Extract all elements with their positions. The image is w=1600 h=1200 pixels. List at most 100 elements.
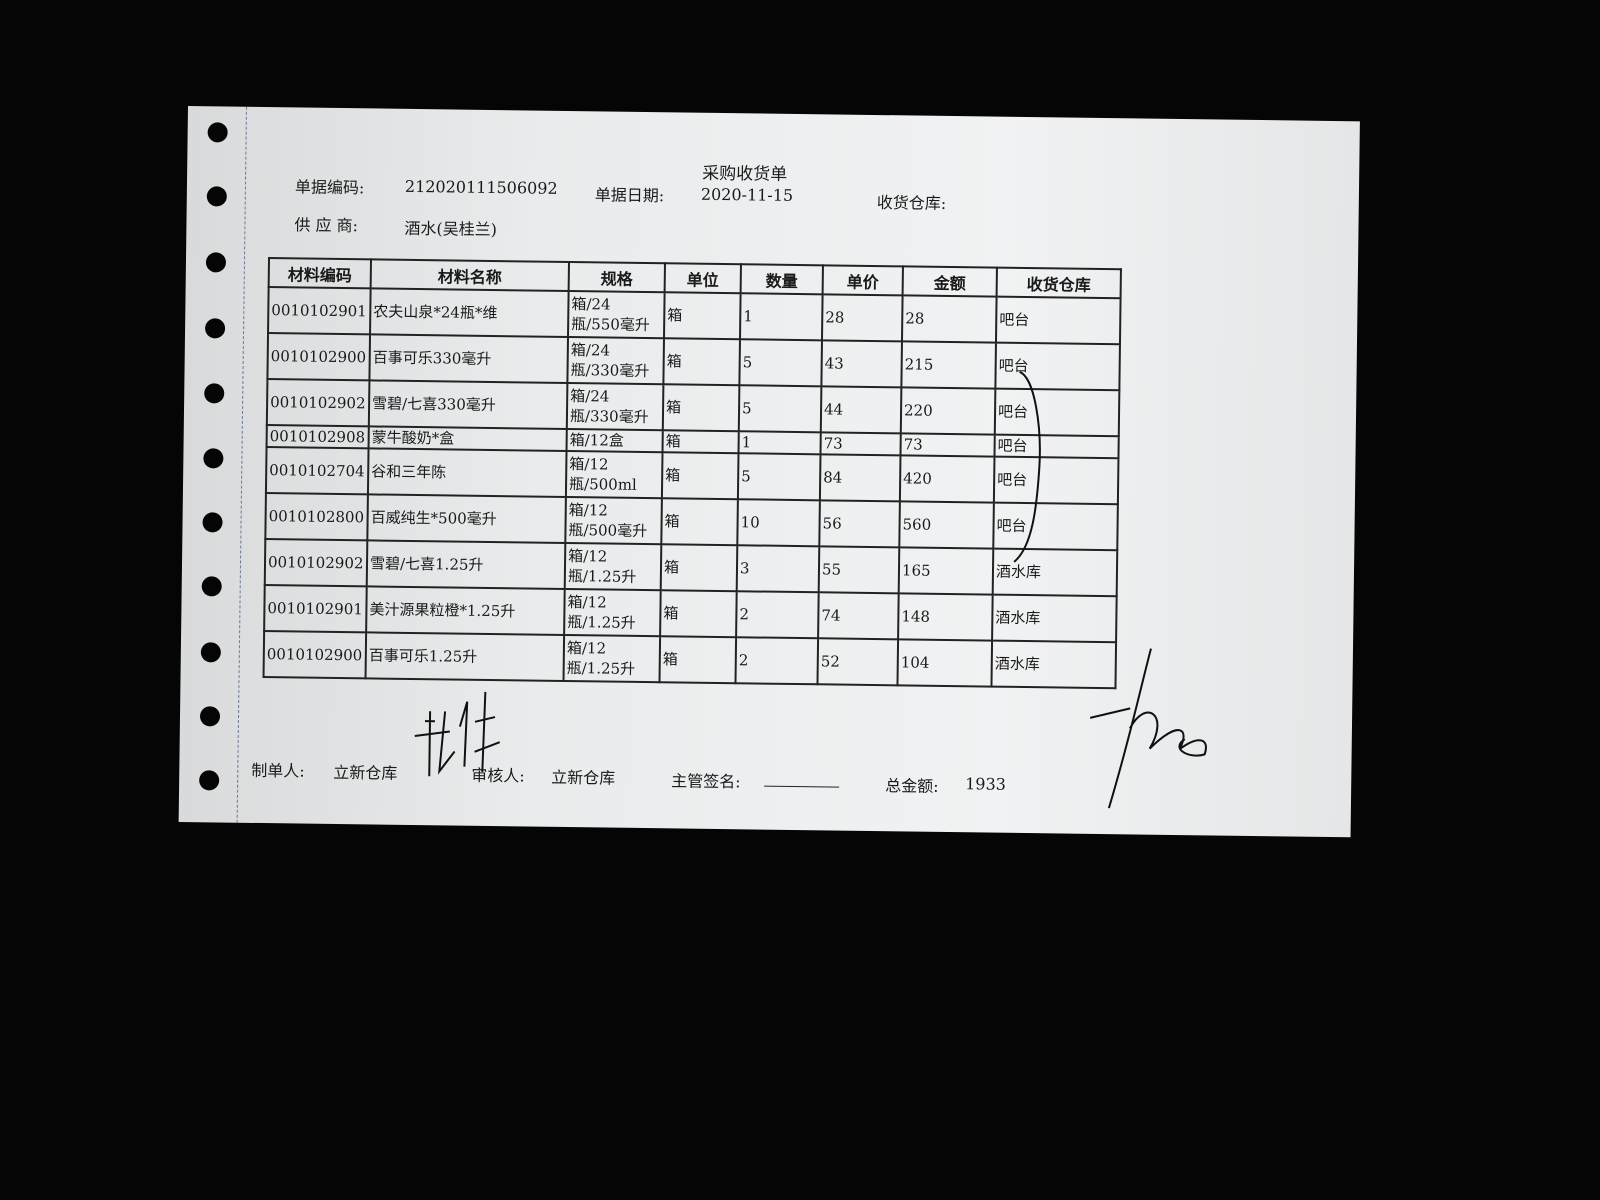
tractor-hole (202, 512, 223, 533)
item-spec: 箱/24 瓶/550毫升 (568, 290, 665, 339)
item-code: 0010102908 (266, 425, 369, 449)
item-qty: 10 (737, 499, 820, 547)
item-amount: 73 (900, 433, 995, 457)
item-unit: 箱 (661, 498, 738, 546)
tractor-hole (203, 448, 224, 469)
item-code: 0010102900 (267, 333, 371, 381)
item-qty: 5 (739, 339, 822, 387)
col-code: 材料编码 (268, 258, 372, 289)
item-name: 谷和三年陈 (367, 448, 567, 497)
item-name: 百事可乐330毫升 (369, 334, 569, 383)
item-spec: 箱/12 瓶/1.25升 (563, 634, 661, 683)
item-qty: 5 (737, 453, 821, 501)
item-spec: 箱/12 瓶/1.25升 (564, 542, 662, 591)
handwritten-bracket (1013, 370, 1041, 563)
item-spec: 箱/24 瓶/330毫升 (566, 382, 664, 431)
supervisor-label: 主管签名: (671, 771, 741, 792)
item-price: 43 (821, 340, 902, 388)
item-price: 44 (820, 386, 902, 434)
col-warehouse: 收货仓库 (996, 267, 1121, 299)
item-unit: 箱 (663, 338, 740, 386)
item-amount: 104 (897, 639, 993, 687)
item-amount: 148 (898, 593, 993, 641)
item-spec: 箱/12 瓶/1.25升 (564, 588, 661, 637)
item-amount: 220 (900, 387, 996, 435)
perforation-line (236, 106, 247, 823)
item-code: 0010102704 (265, 447, 369, 495)
item-unit: 箱 (660, 544, 738, 592)
tractor-hole (206, 186, 227, 207)
doc-no: 212020111506092 (404, 176, 558, 198)
col-amount: 金额 (902, 266, 997, 297)
warehouse-label: 收货仓库: (876, 193, 947, 213)
tractor-hole (199, 770, 220, 791)
item-code: 0010102901 (268, 287, 371, 335)
item-unit: 箱 (662, 384, 740, 432)
item-spec: 箱/12 瓶/500ml (565, 450, 663, 499)
tractor-hole (204, 383, 225, 404)
item-spec: 箱/12 瓶/500毫升 (565, 496, 662, 545)
item-warehouse: 吧台 (995, 296, 1121, 345)
item-spec: 箱/24 瓶/330毫升 (567, 336, 665, 385)
item-name: 百事可乐1.25升 (365, 632, 565, 681)
item-price: 56 (819, 500, 900, 548)
item-amount: 420 (899, 455, 995, 503)
date: 2020-11-15 (700, 184, 794, 205)
tractor-hole (199, 706, 221, 727)
item-price: 74 (818, 592, 899, 640)
item-code: 0010102902 (266, 379, 370, 427)
item-amount: 165 (898, 547, 994, 595)
item-amount: 28 (901, 295, 997, 343)
col-name: 材料名称 (370, 259, 569, 291)
item-name: 雪碧/七喜330毫升 (368, 380, 568, 429)
item-unit: 箱 (660, 590, 737, 638)
item-name: 蒙牛酸奶*盒 (368, 426, 567, 451)
doc-no-label: 单据编码: (294, 177, 365, 198)
item-price: 28 (821, 294, 903, 342)
item-code: 0010102901 (264, 585, 367, 633)
handwritten-signature (1089, 648, 1207, 809)
item-unit: 箱 (659, 636, 737, 684)
item-price: 84 (819, 454, 901, 502)
supervisor-signature-line (764, 785, 840, 788)
item-price: 55 (818, 546, 900, 594)
item-qty: 5 (738, 385, 822, 433)
item-warehouse: 酒水库 (992, 594, 1117, 643)
supplier: 酒水(吴桂兰) (404, 218, 498, 240)
item-amount: 560 (899, 501, 994, 549)
handwritten-signature (414, 691, 501, 777)
total: 1933 (965, 774, 1007, 794)
item-name: 美汁源果粒橙*1.25升 (366, 586, 565, 635)
item-price: 73 (820, 432, 901, 456)
col-price: 单价 (822, 265, 903, 296)
maker-label: 制单人: (251, 760, 305, 781)
tractor-hole (205, 252, 227, 273)
item-qty: 1 (738, 431, 821, 455)
total-label: 总金额: (885, 776, 939, 796)
item-unit: 箱 (661, 452, 739, 500)
item-code: 0010102900 (263, 631, 367, 679)
item-qty: 2 (735, 637, 819, 685)
item-unit: 箱 (662, 430, 739, 454)
tractor-hole (204, 318, 226, 339)
items-table: 材料编码 材料名称 规格 单位 数量 单价 金额 收货仓库 0010102901… (263, 257, 1122, 689)
receipt-paper: 采购收货单 单据编码: 212020111506092 单据日期: 2020-1… (178, 106, 1360, 838)
tractor-hole (200, 642, 221, 663)
maker: 立新仓库 (333, 762, 398, 783)
supplier-label: 供 应 商: (294, 215, 359, 236)
item-name: 百威纯生*500毫升 (367, 494, 566, 543)
col-spec: 规格 (568, 262, 665, 293)
item-code: 0010102902 (264, 539, 368, 587)
document-title: 采购收货单 (702, 163, 788, 185)
tractor-hole (207, 122, 228, 143)
item-spec: 箱/12盒 (566, 428, 663, 453)
item-unit: 箱 (664, 292, 741, 340)
item-code: 0010102800 (265, 493, 368, 541)
item-name: 农夫山泉*24瓶*维 (370, 288, 569, 337)
col-unit: 单位 (664, 263, 741, 294)
item-price: 52 (817, 638, 899, 686)
date-label: 单据日期: (594, 185, 665, 206)
col-qty: 数量 (740, 264, 823, 295)
item-name: 雪碧/七喜1.25升 (366, 540, 566, 589)
tractor-hole (201, 576, 222, 597)
